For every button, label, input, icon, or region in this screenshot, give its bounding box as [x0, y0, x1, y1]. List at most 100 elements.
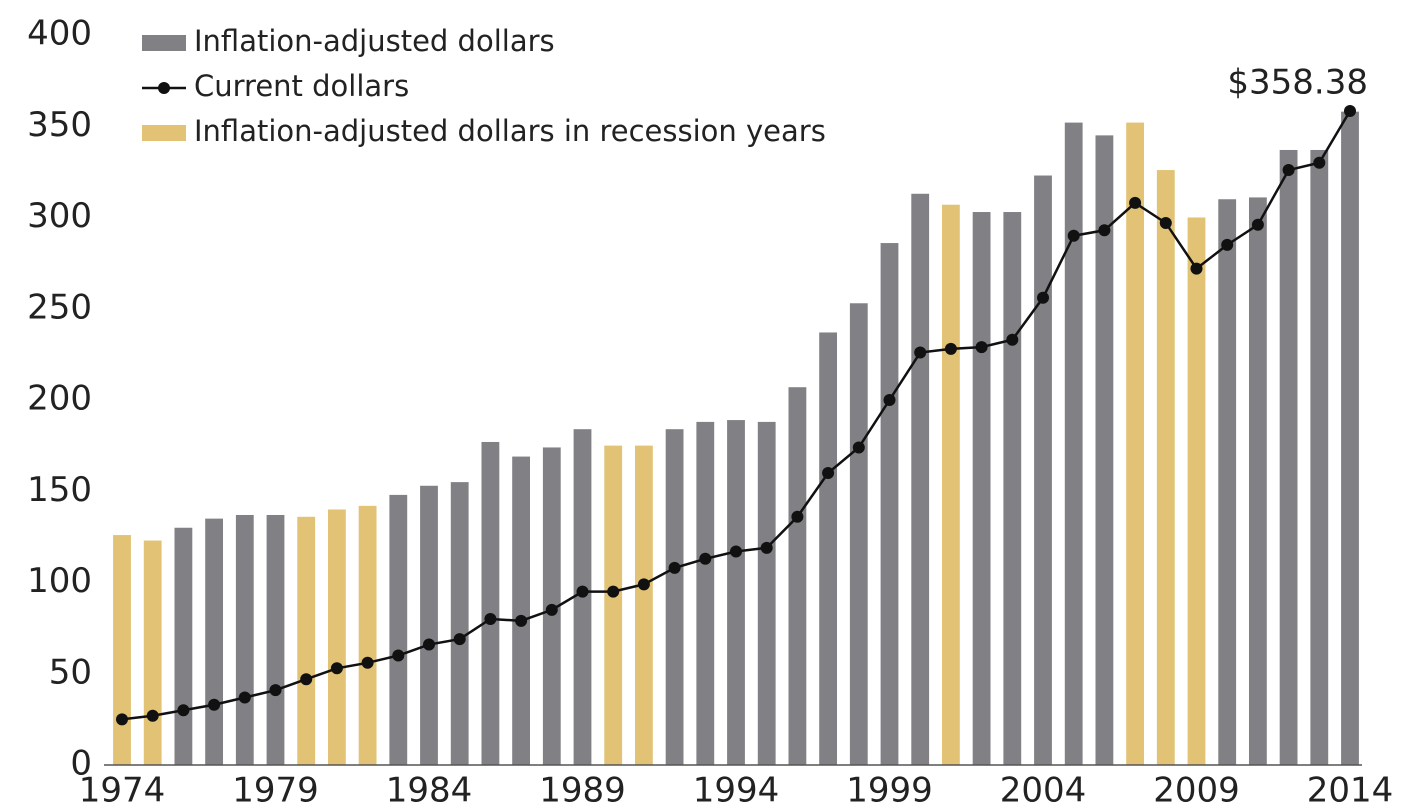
point [269, 684, 282, 697]
x-tick-label: 2009 [1153, 771, 1240, 811]
point [146, 709, 159, 722]
point [1344, 104, 1356, 117]
bar [1187, 217, 1206, 765]
bar [450, 482, 469, 765]
point [576, 585, 589, 598]
point [760, 541, 773, 554]
bar [1279, 149, 1298, 766]
bar [420, 485, 438, 765]
point [852, 441, 865, 454]
point [699, 552, 712, 565]
point [668, 561, 681, 574]
y-tick-label: 150 [27, 470, 92, 510]
bar [941, 204, 960, 766]
y-tick-label: 400 [27, 14, 92, 54]
y-tick-label: 50 [49, 652, 92, 692]
bar [389, 494, 408, 765]
bar [604, 445, 623, 765]
bar [1095, 135, 1114, 765]
point [1251, 218, 1264, 231]
x-tick-label: 2004 [1000, 771, 1087, 811]
bar [788, 387, 807, 765]
point [914, 346, 927, 359]
bar [481, 441, 500, 765]
x-tick-label: 2014 [1307, 771, 1394, 811]
point [330, 662, 343, 675]
point [361, 656, 374, 669]
legend-label: Inflation-adjusted dollars in recession … [194, 114, 826, 148]
bar [1248, 197, 1267, 766]
y-tick-label: 300 [27, 196, 92, 236]
bar [727, 420, 745, 765]
x-tick-label: 1979 [232, 771, 319, 811]
point [1190, 262, 1203, 275]
point [730, 545, 742, 558]
y-tick-label: 250 [27, 287, 92, 327]
point [116, 713, 128, 726]
bar [1126, 122, 1145, 766]
bar [1156, 170, 1175, 766]
bar [1064, 122, 1083, 766]
x-tick-label: 1974 [79, 771, 166, 811]
bar [297, 516, 316, 765]
bar [1218, 199, 1237, 765]
bar [1034, 175, 1052, 765]
point [515, 614, 528, 627]
bar [235, 514, 254, 765]
point [1221, 238, 1234, 251]
bar [880, 243, 899, 766]
bar [849, 303, 868, 765]
point [453, 633, 466, 646]
y-tick-label: 0 [70, 744, 92, 784]
x-tick-label: 1994 [693, 771, 780, 811]
point [883, 394, 896, 406]
point [208, 698, 221, 711]
bar [358, 505, 377, 765]
bar [819, 332, 838, 765]
point [637, 578, 650, 591]
point [1037, 291, 1049, 304]
point [822, 467, 835, 479]
bar [1310, 149, 1329, 766]
bar [696, 421, 715, 765]
point [1282, 164, 1295, 177]
point [1159, 216, 1172, 229]
point [238, 691, 251, 704]
point [607, 585, 620, 598]
point [177, 704, 190, 717]
bar [174, 527, 193, 765]
bar [512, 456, 531, 765]
x-tick-label: 1989 [539, 771, 626, 811]
point [1313, 156, 1326, 169]
point [944, 342, 957, 355]
bar [143, 540, 162, 765]
y-tick-label: 350 [27, 105, 92, 145]
legend-point [158, 82, 170, 94]
legend-swatch [142, 35, 186, 51]
bar [634, 445, 653, 765]
y-tick-label: 200 [27, 379, 92, 419]
point [423, 638, 435, 651]
point [1067, 229, 1080, 242]
y-tick-label: 100 [27, 561, 92, 601]
bar [327, 509, 346, 765]
x-tick-label: 1999 [846, 771, 933, 811]
point [545, 603, 558, 616]
point [1098, 224, 1111, 237]
bar [972, 212, 991, 765]
bar [665, 429, 684, 765]
point [975, 341, 988, 354]
point [300, 673, 313, 686]
legend-swatch [142, 125, 186, 141]
x-tick-label: 1984 [386, 771, 473, 811]
bar [266, 514, 285, 765]
bar [205, 518, 224, 765]
legend-label: Current dollars [194, 69, 409, 103]
bar [1003, 212, 1022, 765]
bar [757, 421, 776, 765]
legend-label: Inflation-adjusted dollars [194, 24, 555, 58]
bar [113, 535, 131, 765]
point [791, 510, 804, 523]
bar [1341, 111, 1359, 765]
